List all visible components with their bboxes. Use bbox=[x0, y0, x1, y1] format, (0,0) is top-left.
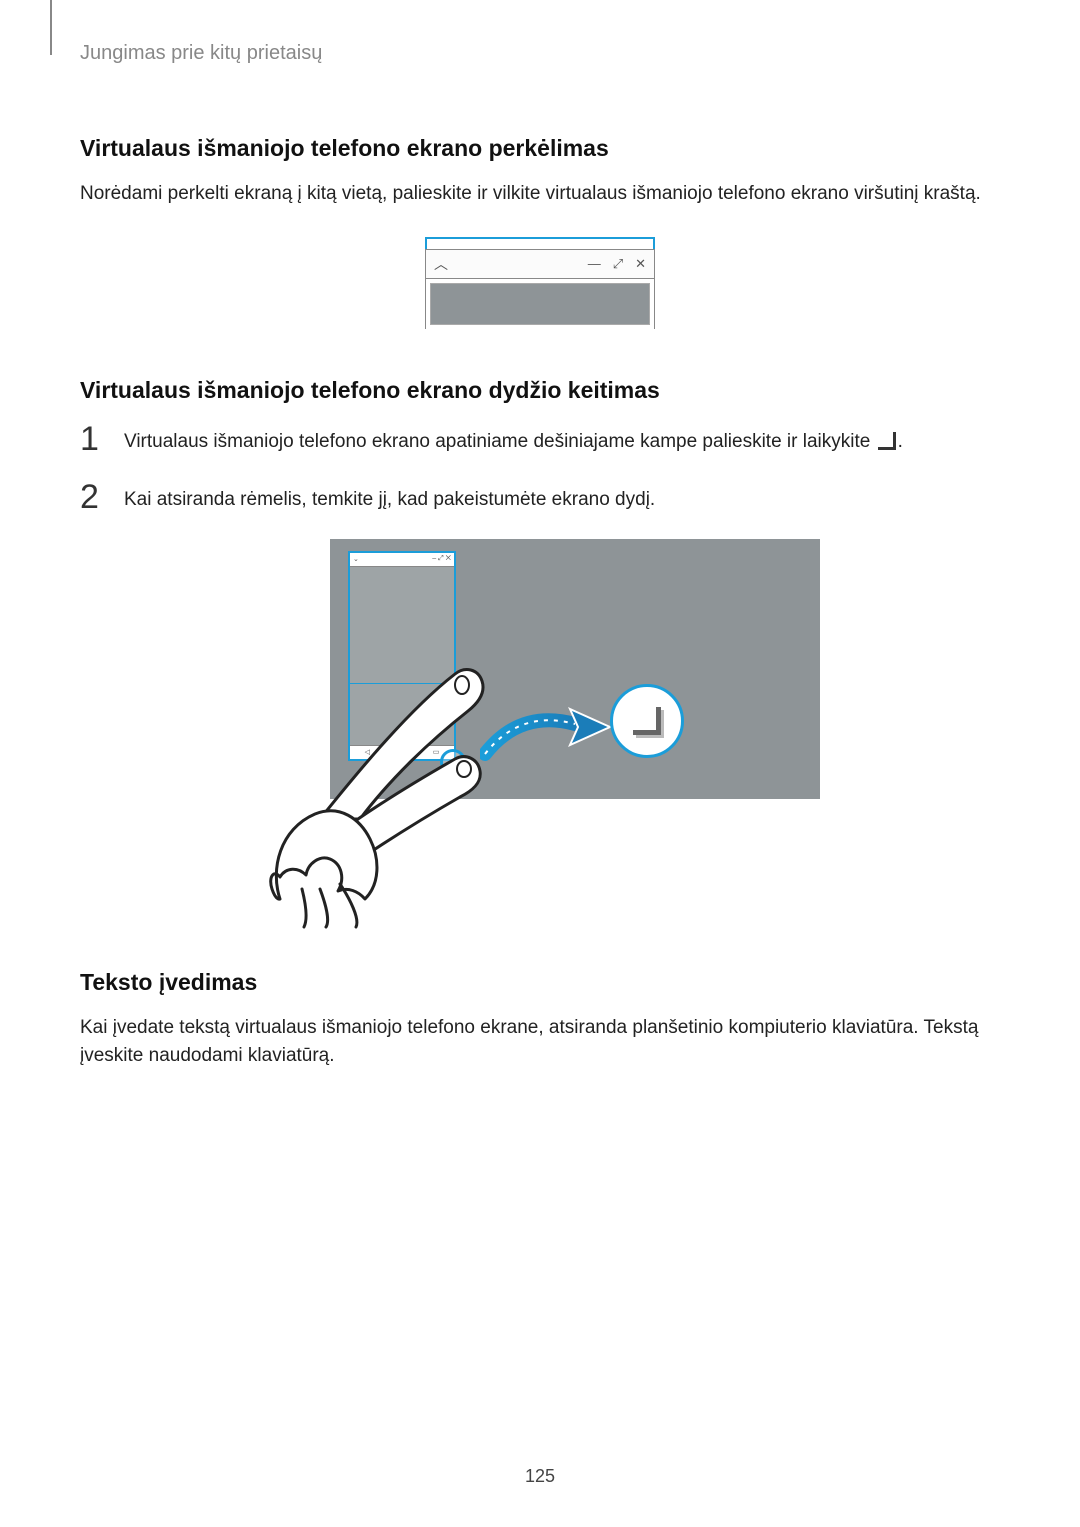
resize-corner-icon bbox=[878, 432, 896, 450]
figure-resize-gesture: ⌄ – ⤢ ✕ ◁ ○ ▭ bbox=[80, 539, 1000, 919]
maximize-icon: ⤢ bbox=[613, 256, 623, 272]
hand-gesture-icon bbox=[260, 619, 590, 929]
resize-target-button bbox=[610, 684, 684, 758]
section3-heading: Teksto įvedimas bbox=[80, 969, 1000, 996]
section1-body: Norėdami perkelti ekraną į kitą vietą, p… bbox=[80, 180, 1000, 209]
step-number: 2 bbox=[80, 480, 108, 514]
step-1-text-before: Virtualaus išmaniojo telefono ekrano apa… bbox=[124, 431, 876, 452]
figure-window-drag: ︿ — ⤢ ✕ bbox=[80, 237, 1000, 329]
step-number: 1 bbox=[80, 422, 108, 456]
section1-heading: Virtualaus išmaniojo telefono ekrano per… bbox=[80, 135, 1000, 162]
chevron-up-icon: ︿ bbox=[434, 257, 448, 271]
close-icon: ✕ bbox=[635, 256, 646, 272]
section3-body: Kai įvedate tekstą virtualaus išmaniojo … bbox=[80, 1014, 1000, 1071]
minimize-icon: — bbox=[588, 256, 601, 272]
step-2: 2 Kai atsiranda rėmelis, temkite jį, kad… bbox=[80, 480, 1000, 515]
step-2-text: Kai atsiranda rėmelis, temkite jį, kad p… bbox=[124, 480, 655, 515]
phone-window-controls: – ⤢ ✕ bbox=[432, 555, 451, 563]
breadcrumb: Jungimas prie kitų prietaisų bbox=[80, 42, 1000, 65]
step-1-text-after: . bbox=[898, 431, 903, 452]
resize-corner-icon bbox=[633, 707, 661, 735]
page-number: 125 bbox=[0, 1466, 1080, 1487]
step-1: 1 Virtualaus išmaniojo telefono ekrano a… bbox=[80, 422, 1000, 457]
section2-heading: Virtualaus išmaniojo telefono ekrano dyd… bbox=[80, 377, 1000, 404]
phone-chevron-icon: ⌄ bbox=[353, 555, 359, 563]
